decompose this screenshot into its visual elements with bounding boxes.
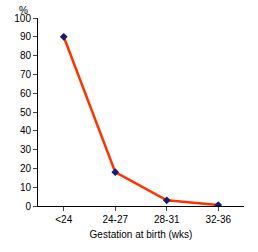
svg-text:<24: <24	[55, 214, 72, 225]
svg-text:100: 100	[14, 13, 31, 24]
svg-text:40: 40	[20, 125, 32, 136]
svg-text:30: 30	[20, 144, 32, 155]
svg-text:70: 70	[20, 69, 32, 80]
svg-text:Gestation at birth (wks): Gestation at birth (wks)	[90, 229, 193, 240]
svg-text:20: 20	[20, 163, 32, 174]
svg-text:32-36: 32-36	[205, 214, 231, 225]
svg-text:24-27: 24-27	[102, 214, 128, 225]
svg-text:80: 80	[20, 50, 32, 61]
svg-text:10: 10	[20, 182, 32, 193]
svg-text:28-31: 28-31	[154, 214, 180, 225]
svg-text:50: 50	[20, 107, 32, 118]
svg-text:90: 90	[20, 31, 32, 42]
svg-text:0: 0	[25, 201, 31, 212]
svg-text:60: 60	[20, 88, 32, 99]
svg-text:%: %	[19, 5, 28, 16]
